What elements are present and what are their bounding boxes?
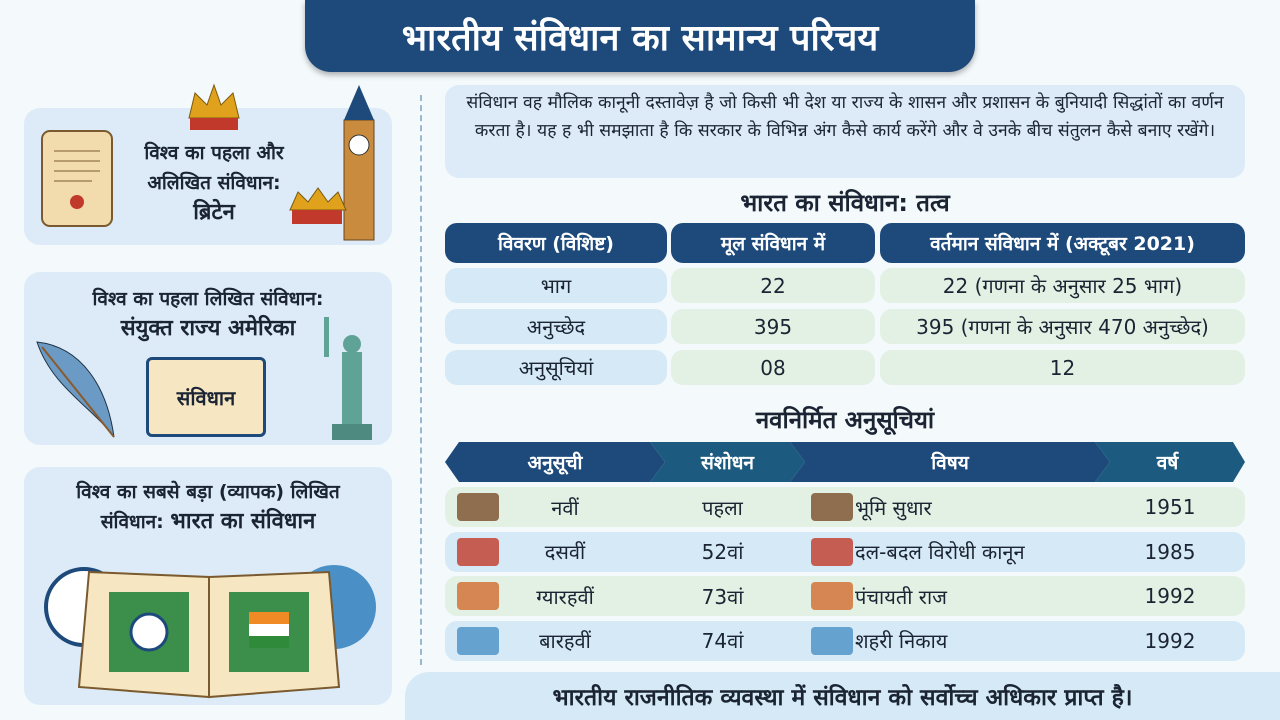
footer-text: भारतीय राजनीतिक व्यवस्था में संविधान को … — [552, 685, 1133, 711]
card-prefix: संविधान: — [100, 511, 164, 533]
table-cell: 08 — [671, 350, 875, 385]
section-title: भारत का संविधान: तत्व — [740, 189, 950, 217]
table-cell: 1985 — [1144, 539, 1196, 564]
table-cell: नवीं — [551, 495, 579, 520]
row-icon — [457, 626, 499, 655]
table-header: वर्तमान संविधान में (अक्टूबर 2021) — [880, 223, 1245, 263]
card-line: विश्व का सबसे बड़ा (व्यापक) लिखित — [76, 481, 340, 503]
card-text: विश्व का पहला लिखित संविधान: संयुक्त राज… — [24, 284, 392, 344]
row-icon — [811, 537, 853, 566]
divider — [420, 95, 422, 665]
schedule-header-bar — [445, 442, 1245, 482]
table-header: मूल संविधान में — [671, 223, 875, 263]
row-icon — [811, 493, 853, 521]
table-cell: 1992 — [1144, 584, 1196, 608]
card-line: संविधान: भारत का संविधान — [24, 507, 392, 537]
table-cell: 1992 — [1144, 628, 1196, 653]
card-britain: विश्व का पहला और अलिखित संविधान: ब्रिटेन — [24, 83, 392, 245]
table-cell: 22 (गणना के अनुसार 25 भाग) — [880, 268, 1245, 303]
scroll-icon — [41, 130, 113, 227]
row-icon — [457, 537, 499, 566]
card-line: अलिखित संविधान: — [147, 172, 281, 194]
footer-box: भारतीय राजनीतिक व्यवस्था में संविधान को … — [405, 672, 1280, 720]
table-header: विवरण (विशिष्ट) — [445, 223, 667, 263]
card-usa: विश्व का पहला लिखित संविधान: संयुक्त राज… — [24, 272, 392, 445]
card-highlight: ब्रिटेन — [193, 200, 235, 225]
section-title: नवनिर्मित अनुसूचियां — [755, 406, 935, 434]
card-line: विश्व का पहला लिखित संविधान: — [92, 288, 324, 310]
row-icon — [811, 626, 853, 655]
table-header: संशोधन — [701, 452, 754, 474]
table-cell: 52वां — [701, 540, 744, 564]
card-text: विश्व का सबसे बड़ा (व्यापक) लिखित संविधा… — [24, 477, 392, 537]
intro-box: संविधान वह मौलिक कानूनी दस्तावेज़ है जो … — [445, 85, 1245, 178]
crown-icon — [188, 83, 240, 130]
quill-icon — [36, 341, 115, 438]
card-highlight: भारत का संविधान — [170, 509, 316, 534]
table-cell: बारहवीं — [539, 629, 591, 653]
table-cell: पंचायती राज — [855, 584, 947, 609]
table-header: अनुसूची — [527, 452, 583, 474]
table-cell: भाग — [445, 268, 667, 303]
card-text: विश्व का पहला और अलिखित संविधान: ब्रिटेन — [119, 138, 309, 228]
table-cell: 22 — [671, 268, 875, 303]
card-highlight: संयुक्त राज्य अमेरिका — [120, 316, 296, 341]
liberty-icon — [324, 317, 372, 440]
table-header: वर्ष — [1156, 452, 1179, 474]
title: भारतीय संविधान का सामान्य परिचय — [401, 17, 879, 59]
row-icon — [457, 493, 499, 521]
table-cell: 395 — [671, 309, 875, 344]
table-cell: 1951 — [1144, 495, 1196, 519]
table-cell: अनुच्छेद — [445, 309, 667, 344]
table-cell: ग्यारहवीं — [536, 584, 594, 609]
table-cell: अनुसूचियां — [445, 350, 667, 385]
row-icon — [457, 582, 499, 610]
table-cell: शहरी निकाय — [855, 629, 948, 653]
table-cell: दसवीं — [544, 540, 586, 564]
table-cell: पहला — [702, 495, 743, 520]
bigben-icon — [289, 85, 375, 241]
row-icon — [811, 582, 853, 610]
card-india: विश्व का सबसे बड़ा (व्यापक) लिखित संविधा… — [24, 467, 392, 705]
intro-text: संविधान वह मौलिक कानूनी दस्तावेज़ है जो … — [466, 93, 1224, 141]
title-banner: भारतीय संविधान का सामान्य परिचय — [305, 0, 975, 72]
table-cell: 74वां — [701, 629, 744, 653]
card-line: विश्व का पहला और — [144, 142, 284, 164]
book: संविधान — [146, 357, 266, 437]
table-cell: भूमि सुधार — [855, 495, 932, 520]
constitution-book-icon — [44, 565, 376, 699]
table-cell: 395 (गणना के अनुसार 470 अनुच्छेद) — [880, 309, 1245, 344]
book-label: संविधान — [176, 385, 236, 410]
table-header: विषय — [931, 452, 969, 474]
table-cell: 73वां — [701, 584, 744, 609]
table-cell: दल-बदल विरोधी कानून — [855, 540, 1025, 564]
table-cell: 12 — [880, 350, 1245, 385]
